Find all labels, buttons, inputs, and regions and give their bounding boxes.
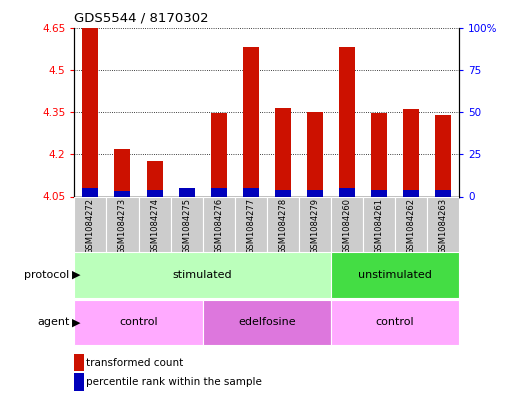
Text: GSM1084260: GSM1084260 <box>342 198 351 254</box>
Bar <box>203 299 331 345</box>
Text: ▶: ▶ <box>72 317 81 327</box>
Bar <box>203 196 234 252</box>
Bar <box>83 28 98 196</box>
Bar <box>106 196 139 252</box>
Bar <box>427 196 459 252</box>
Bar <box>83 188 98 196</box>
Bar <box>147 190 163 196</box>
Bar <box>307 190 323 196</box>
Bar <box>114 191 130 196</box>
Bar <box>435 190 451 196</box>
Text: GSM1084261: GSM1084261 <box>374 198 384 254</box>
Text: edelfosine: edelfosine <box>238 317 295 327</box>
Text: control: control <box>376 317 415 327</box>
Bar <box>139 196 170 252</box>
Bar <box>403 108 419 196</box>
Bar <box>299 196 331 252</box>
Text: GSM1084276: GSM1084276 <box>214 198 223 254</box>
Text: GSM1084278: GSM1084278 <box>278 198 287 254</box>
Bar <box>234 196 267 252</box>
Text: GSM1084263: GSM1084263 <box>439 198 448 254</box>
Bar <box>339 47 355 196</box>
Bar <box>147 161 163 196</box>
Bar <box>211 188 227 196</box>
Bar <box>307 112 323 196</box>
Bar <box>114 149 130 196</box>
Text: GSM1084272: GSM1084272 <box>86 198 95 254</box>
Bar <box>331 252 459 298</box>
Bar <box>211 114 227 196</box>
Bar <box>74 299 203 345</box>
Bar <box>331 196 363 252</box>
Bar <box>243 47 259 196</box>
Text: ▶: ▶ <box>72 270 81 280</box>
Text: GSM1084279: GSM1084279 <box>310 198 320 254</box>
Text: protocol: protocol <box>24 270 69 280</box>
Text: unstimulated: unstimulated <box>358 270 432 280</box>
Bar <box>371 114 387 196</box>
Bar <box>339 188 355 196</box>
Text: transformed count: transformed count <box>86 358 183 368</box>
Text: agent: agent <box>37 317 69 327</box>
Text: percentile rank within the sample: percentile rank within the sample <box>86 377 262 387</box>
Text: GSM1084262: GSM1084262 <box>406 198 416 254</box>
Text: GSM1084273: GSM1084273 <box>118 198 127 254</box>
Bar <box>243 188 259 196</box>
Bar <box>170 196 203 252</box>
Bar <box>435 115 451 196</box>
Text: control: control <box>119 317 158 327</box>
Bar <box>74 252 331 298</box>
Bar <box>74 196 106 252</box>
Text: GDS5544 / 8170302: GDS5544 / 8170302 <box>74 12 209 25</box>
Text: GSM1084277: GSM1084277 <box>246 198 255 254</box>
Bar <box>179 188 194 196</box>
Bar <box>363 196 395 252</box>
Bar <box>331 299 459 345</box>
Bar <box>371 190 387 196</box>
Bar <box>275 190 291 196</box>
Bar <box>267 196 299 252</box>
Bar <box>275 108 291 196</box>
Bar <box>179 193 194 196</box>
Text: GSM1084275: GSM1084275 <box>182 198 191 254</box>
Bar <box>395 196 427 252</box>
Text: stimulated: stimulated <box>173 270 232 280</box>
Bar <box>403 190 419 196</box>
Text: GSM1084274: GSM1084274 <box>150 198 159 254</box>
